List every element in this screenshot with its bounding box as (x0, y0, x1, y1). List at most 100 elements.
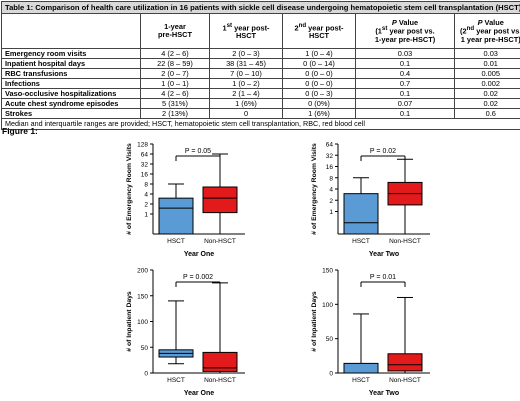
row-label: Strokes (1, 108, 141, 119)
row-label: RBC transfusions (1, 68, 141, 79)
table-cell: 2 (0 – 7) (140, 68, 210, 79)
header-pvalue-first: P Value (1st year post vs. 1-year pre-HSCT… (355, 13, 455, 49)
table-cell: 0.02 (453, 88, 520, 99)
header-cell (1, 13, 141, 49)
y-tick-label: 100 (322, 302, 333, 309)
y-tick-label: 1 (144, 212, 148, 219)
x-tick-label: Non-HSCT (389, 238, 421, 245)
x-axis-label: Year Two (369, 251, 399, 258)
figure-title: Figure 1: (2, 126, 38, 136)
table-cell: 1 (0 – 1) (140, 78, 210, 89)
x-axis-label: Year One (184, 251, 214, 258)
table-row: Acute chest syndrome episodes 5 (31%) 1 (6… (1, 98, 520, 109)
table-cell: 4 (2 – 6) (140, 48, 210, 59)
inpatient-days-year-two-chart: 0 50 100 150 # of Inpatient Days HSCT Non-HSCT… (311, 268, 430, 397)
table-row: RBC transfusions 2 (0 – 7) 7 (0 – 10) 0 (0 … (1, 68, 520, 79)
box-hsct (343, 362, 379, 374)
table-cell: 0 (0%) (282, 98, 356, 109)
table-body: Emergency room visits 4 (2 – 6) 2 (0 – 3) 1… (1, 48, 520, 119)
row-label: Infections (1, 78, 141, 89)
table-cell: 0 (0 – 3) (282, 88, 356, 99)
inpatient-days-year-one-chart: 0 50 100 150 200 # of Inpatient Days HSCT Non-H… (126, 268, 245, 397)
box-non-hsct (387, 353, 423, 372)
y-axis-label: # of Emergency Room Visits (126, 143, 133, 235)
y-axis-label: # of Inpatient Days (126, 291, 133, 352)
header-pre-hsct: 1-year pre-HSCT (140, 13, 210, 49)
y-tick-label: 1 (329, 209, 333, 216)
table-cell: 0.6 (453, 108, 520, 119)
y-tick-label: 0 (144, 371, 148, 378)
table-cell: 4 (2 – 6) (140, 88, 210, 99)
table-cell: 5 (31%) (140, 98, 210, 109)
y-tick-label: 64 (141, 152, 149, 159)
table-row: Strokes 2 (13%) 0 1 (6%) 0.1 0.6 (1, 108, 520, 119)
y-tick-label: 150 (322, 268, 333, 275)
header-first-year-post: 1st year post- HSCT (209, 13, 283, 49)
y-tick-label: 2 (329, 198, 333, 205)
y-tick-label: 100 (137, 319, 148, 326)
table-cell: 1 (6%) (209, 98, 283, 109)
table-row: Emergency room visits 4 (2 – 6) 2 (0 – 3) 1… (1, 48, 520, 59)
x-tick-label: Non-HSCT (389, 377, 421, 384)
table-cell: 7 (0 – 10) (209, 68, 283, 79)
table-cell: 0.1 (355, 108, 455, 119)
box-non-hsct (202, 351, 238, 372)
table-row: Infections 1 (0 – 1) 1 (0 – 2) 0 (0 – 0) 0.7… (1, 78, 520, 89)
table-cell: 0.002 (453, 78, 520, 89)
y-tick-label: 128 (137, 142, 148, 149)
p-value-annotation: P = 0.01 (370, 274, 396, 281)
table-cell: 0.07 (355, 98, 455, 109)
table-cell: 22 (8 – 59) (140, 58, 210, 69)
table-cell: 0.01 (453, 58, 520, 69)
table-cell: 1 (0 – 4) (282, 48, 356, 59)
er-visits-year-one-chart: 128 64 32 16 8 4 2 1 # of Emergency Room Visits H… (126, 142, 245, 258)
y-tick-label: 8 (144, 182, 148, 189)
row-label: Inpatient hospital days (1, 58, 141, 69)
table-cell: 0 (0 – 0) (282, 78, 356, 89)
y-axis-label: # of Inpatient Days (311, 291, 318, 352)
p-value-annotation: P = 0.05 (185, 148, 211, 155)
x-tick-label: HSCT (352, 377, 370, 384)
table-cell: 0.005 (453, 68, 520, 79)
table-cell: 1 (6%) (282, 108, 356, 119)
y-tick-label: 200 (137, 268, 148, 275)
table-cell: 0 (209, 108, 283, 119)
x-tick-label: HSCT (167, 238, 185, 245)
header-pvalue-second: P Value (2nd year post vs. 1 year pre-HSCT… (453, 13, 520, 49)
er-visits-year-two-chart: 64 32 16 8 4 2 1 # of Emergency Room Visits HSCT… (311, 142, 430, 258)
row-label: Emergency room visits (1, 48, 141, 59)
p-value-annotation: P = 0.02 (370, 148, 396, 155)
table-caption: Table 1: Comparison of health care utili… (0, 1, 520, 14)
table-header-row: 1-year pre-HSCT 1st year post- HSCT 2nd ye… (1, 13, 520, 49)
y-tick-label: 150 (137, 293, 148, 300)
p-value-annotation: P = 0.002 (183, 274, 213, 281)
table-cell: 0.4 (355, 68, 455, 79)
y-tick-label: 50 (326, 336, 334, 343)
y-tick-label: 4 (329, 187, 333, 194)
table-cell: 2 (0 – 3) (209, 48, 283, 59)
y-tick-label: 4 (144, 192, 148, 199)
table-row: Inpatient hospital days 22 (8 – 59) 38 (31… (1, 58, 520, 69)
x-tick-label: Non-HSCT (204, 238, 236, 245)
box-non-hsct (202, 186, 238, 214)
x-tick-label: HSCT (352, 238, 370, 245)
table-cell: 2 (13%) (140, 108, 210, 119)
y-tick-label: 0 (329, 371, 333, 378)
table-cell: 0 (0 – 0) (282, 68, 356, 79)
table-cell: 38 (31 – 45) (209, 58, 283, 69)
x-axis-label: Year Two (369, 390, 399, 397)
box-hsct (343, 193, 379, 235)
table-cell: 0.1 (355, 58, 455, 69)
row-label: Acute chest syndrome episodes (1, 98, 141, 109)
y-tick-label: 32 (326, 153, 334, 160)
utilization-table: Table 1: Comparison of health care utili… (0, 1, 520, 130)
table-cell: 0.7 (355, 78, 455, 89)
y-tick-label: 8 (329, 175, 333, 182)
box-hsct (158, 197, 194, 235)
y-tick-label: 16 (326, 164, 334, 171)
y-tick-label: 32 (141, 162, 149, 169)
y-tick-label: 2 (144, 202, 148, 209)
x-axis-label: Year One (184, 390, 214, 397)
table-cell: 0.1 (355, 88, 455, 99)
